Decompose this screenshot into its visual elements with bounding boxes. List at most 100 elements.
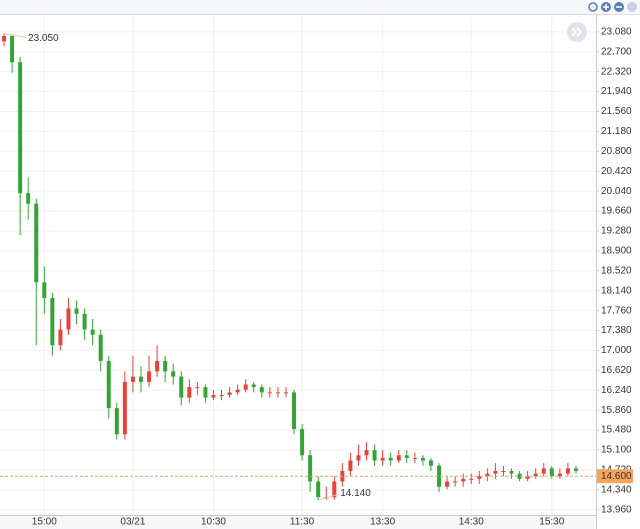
plot-area (0, 14, 596, 515)
candle-body (348, 460, 353, 471)
candle-body (372, 450, 377, 461)
candle-body (10, 36, 15, 63)
y-tick-label: 15.100 (601, 445, 632, 456)
candle-body (275, 392, 280, 394)
y-tick-label: 16.240 (601, 385, 632, 396)
candle-body (316, 481, 321, 498)
candle-body (501, 470, 506, 472)
candle-body (227, 392, 232, 395)
y-tick-label: 14.340 (601, 484, 632, 495)
candle-body (243, 384, 248, 390)
y-tick-label: 19.280 (601, 226, 632, 237)
zoom-in-icon (603, 4, 609, 10)
candle-body (114, 408, 119, 435)
toolbar-buttons (588, 2, 637, 12)
candle-body (404, 455, 409, 458)
x-axis-band (0, 515, 596, 529)
expand-icon (571, 27, 583, 37)
x-tick-label: 13:30 (370, 517, 395, 528)
candle-body (163, 360, 168, 372)
candle-body (533, 473, 538, 477)
y-tick-label: 20.420 (601, 166, 632, 177)
candle-body (147, 371, 152, 382)
min-pointer (318, 493, 339, 501)
candle-body (66, 308, 71, 330)
candle-body (82, 313, 87, 330)
y-tick-label: 17.760 (601, 305, 632, 316)
candle-body (332, 481, 337, 498)
max-pointer (3, 32, 27, 38)
candle-body (469, 478, 474, 480)
candle-body (380, 457, 385, 461)
candle-body (251, 384, 256, 388)
candle-body (308, 455, 313, 482)
candle-body (106, 360, 111, 409)
candle-body (420, 457, 425, 461)
candle-body (211, 394, 216, 398)
candle-body (549, 468, 554, 477)
candle-body (34, 203, 39, 283)
x-tick-label: 10:30 (201, 517, 226, 528)
refresh-button[interactable] (588, 2, 598, 12)
last-price-label: 14.600 (601, 471, 632, 482)
y-tick-label: 18.900 (601, 246, 632, 257)
candle-body (235, 389, 240, 393)
candle-body (219, 394, 224, 396)
candle-body (461, 478, 466, 482)
last-price-box (597, 469, 633, 484)
x-tick-label: 11:30 (290, 517, 315, 528)
candle-body (195, 387, 200, 389)
candle-body (356, 455, 361, 461)
y-tick-label: 23.080 (601, 26, 632, 37)
candle-body (42, 282, 47, 299)
y-tick-label: 21.940 (601, 86, 632, 97)
candle-body (485, 473, 490, 477)
candle-body (557, 473, 562, 477)
y-tick-label: 17.380 (601, 325, 632, 336)
candle-body (90, 329, 95, 335)
candle-body (18, 62, 23, 194)
candle-body (453, 481, 458, 483)
toolbar (0, 0, 640, 14)
candle-body (58, 329, 63, 346)
candle-body (541, 468, 546, 474)
x-tick-label: 03/21 (120, 517, 145, 528)
candle-body (267, 392, 272, 394)
min-label: 14.140 (340, 488, 371, 499)
settings-button[interactable] (627, 2, 637, 12)
y-tick-label: 13.960 (601, 504, 632, 515)
candle-body (412, 457, 417, 459)
candle-body (26, 193, 31, 204)
candle-body (130, 376, 135, 382)
y-tick-label: 21.560 (601, 106, 632, 117)
candle-body (493, 470, 498, 474)
candle-body (525, 476, 530, 479)
candle-body (300, 429, 305, 456)
candle-body (428, 460, 433, 466)
x-tick-label: 15:00 (32, 517, 57, 528)
candle-body (2, 36, 7, 42)
max-label: 23.050 (28, 33, 59, 44)
candle-body (445, 481, 450, 487)
y-tick-label: 19.660 (601, 206, 632, 217)
candle-body (283, 392, 288, 394)
y-tick-label: 15.480 (601, 425, 632, 436)
candle-body (138, 376, 143, 382)
x-tick-label: 15:30 (539, 517, 564, 528)
candle-body (573, 468, 578, 471)
y-tick-label: 20.800 (601, 146, 632, 157)
y-tick-label: 17.000 (601, 345, 632, 356)
candle-body (292, 392, 297, 430)
candle-body (388, 457, 393, 461)
y-tick-label: 16.620 (601, 365, 632, 376)
y-tick-label: 15.860 (601, 405, 632, 416)
candle-body (396, 455, 401, 461)
candle-body (259, 387, 264, 393)
candle-body (50, 298, 55, 346)
candle-body (179, 376, 184, 398)
candle-body (477, 476, 482, 479)
candle-body (74, 308, 79, 314)
y-tick-label: 21.180 (601, 126, 632, 137)
